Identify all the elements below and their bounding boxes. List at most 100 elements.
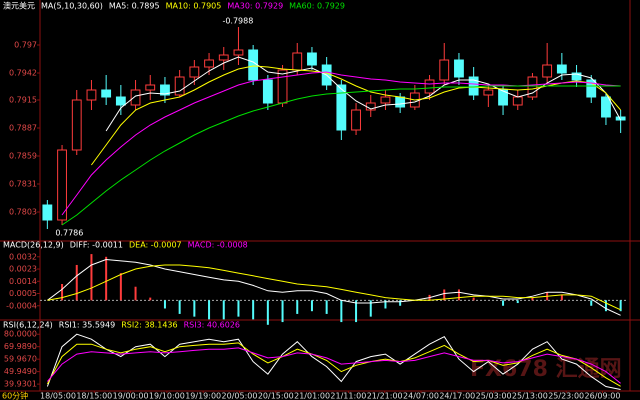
- legend-entry: MA(5,10,30,60): [41, 2, 103, 11]
- candle-body: [468, 76, 479, 96]
- x-tick-label: 19/00:00: [113, 392, 149, 400]
- legend-entry: DEA: -0.0007: [129, 241, 182, 250]
- candle-body: [512, 96, 523, 106]
- macd-bar: [369, 300, 372, 317]
- macd-bar: [531, 297, 534, 301]
- macd-bar: [163, 300, 166, 309]
- candle-body: [336, 84, 347, 131]
- y-tick-label: 0.0005: [9, 289, 37, 298]
- x-tick-label: 20/15:00: [258, 392, 294, 400]
- y-tick-label: 39.9301: [4, 380, 37, 389]
- y-tick-label: 80.0000: [4, 330, 37, 339]
- candle-body: [454, 59, 464, 78]
- candle-body: [498, 89, 508, 106]
- candle-body: [527, 76, 538, 98]
- y-tick-label: 59.9670: [4, 355, 37, 364]
- x-tick-label: 19/19:00: [185, 392, 221, 400]
- macd-bar: [90, 254, 93, 301]
- candle-body: [615, 116, 626, 121]
- x-tick-label: 21/21:00: [367, 392, 403, 400]
- macd-bar: [355, 300, 358, 323]
- candle-body: [395, 96, 406, 108]
- macd-bar: [149, 297, 152, 301]
- series-line: [46, 333, 621, 390]
- candle-body: [145, 84, 156, 91]
- series-line: [90, 65, 621, 166]
- legend-entry: MA10: 0.7905: [166, 2, 222, 11]
- candle-body: [86, 89, 97, 101]
- y-tick-label: 0.7831: [9, 180, 37, 189]
- candle-body: [174, 76, 185, 96]
- candle-body: [71, 99, 82, 151]
- candle-body: [130, 89, 141, 106]
- candle-body: [556, 64, 567, 74]
- candle-body: [115, 96, 126, 106]
- y-tick-label: 0.0014: [9, 277, 37, 286]
- x-tick-label: 25/13:00: [512, 392, 548, 400]
- x-tick-label: 24/17:00: [439, 392, 475, 400]
- macd-bar: [604, 300, 607, 312]
- macd-bar: [61, 284, 64, 301]
- series-line: [47, 347, 621, 384]
- candle-body: [351, 109, 361, 131]
- macd-bar: [310, 300, 313, 312]
- candle-body: [248, 49, 259, 81]
- y-tick-label: 0.7803: [9, 208, 37, 217]
- high-annotation: -0.7988: [222, 17, 253, 26]
- x-tick-label: 26/09:00: [585, 392, 621, 400]
- macd-bar: [560, 294, 563, 301]
- legend-entry: MA30: 0.7929: [227, 2, 283, 11]
- candle-body: [292, 52, 303, 71]
- macd-bar: [590, 300, 593, 306]
- macd-bar: [516, 300, 519, 304]
- low-annotation: 0.7786: [55, 229, 83, 238]
- period-label: 60分钟: [2, 391, 28, 400]
- legend-entry: 澳元美元: [3, 1, 35, 11]
- macd-bar: [134, 286, 137, 301]
- macd-bar: [325, 300, 328, 314]
- candle-body: [218, 54, 229, 61]
- macd-bar: [340, 300, 343, 323]
- macd-bar: [502, 300, 505, 306]
- x-tick-label: 21/11:00: [330, 392, 366, 400]
- candle-body: [189, 66, 200, 78]
- series-line: [47, 258, 621, 316]
- legend-entry: MA5: 0.7895: [109, 2, 160, 11]
- candle-body: [204, 59, 214, 68]
- y-tick-label: 0.7915: [9, 96, 37, 105]
- series-line: [47, 264, 621, 311]
- macd-bar: [119, 273, 122, 301]
- macd-bar: [399, 300, 402, 306]
- legend-entry: MA60: 0.7929: [289, 2, 345, 11]
- candle-body: [233, 49, 244, 56]
- candle-body: [424, 79, 435, 94]
- macd-bar: [443, 289, 446, 301]
- series-line: [46, 342, 621, 387]
- macd-bar: [384, 300, 387, 309]
- series-line: [61, 85, 621, 226]
- macd-bar: [252, 300, 255, 320]
- macd-bar: [457, 289, 460, 301]
- y-tick-label: 69.9890: [4, 342, 37, 351]
- y-tick-label: -0.0004: [6, 301, 37, 310]
- candle-body: [439, 59, 450, 81]
- candle-body: [601, 96, 611, 118]
- x-tick-label: 24/07:00: [403, 392, 439, 400]
- y-tick-label: 49.9490: [4, 367, 37, 376]
- candle-body: [380, 96, 391, 104]
- legend-entry: RSI(6,12,24): [3, 321, 53, 330]
- macd-bar: [281, 300, 284, 323]
- y-tick-label: 0.7859: [9, 152, 37, 161]
- series-line: [61, 71, 621, 216]
- series-line: [105, 56, 622, 132]
- macd-bar: [472, 297, 475, 301]
- macd-bar: [222, 300, 225, 320]
- macd-bar: [619, 300, 622, 312]
- x-tick-label: 19/10:00: [149, 392, 185, 400]
- y-tick-label: 0.797: [14, 41, 37, 50]
- legend-entry: MACD(26,12,9): [3, 241, 64, 250]
- candle-body: [542, 64, 553, 78]
- x-tick-label: 25/23:00: [548, 392, 584, 400]
- candle-body: [483, 89, 494, 96]
